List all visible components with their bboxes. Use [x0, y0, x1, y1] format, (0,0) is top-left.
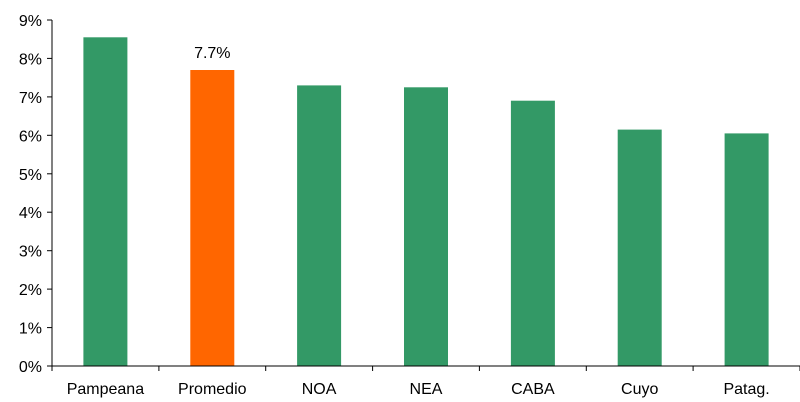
x-tick-label: Pampeana — [67, 381, 144, 398]
y-tick-label: 6% — [19, 128, 42, 145]
bar-noa — [297, 85, 342, 367]
data-label: 7.7% — [194, 45, 230, 62]
y-tick-label: 8% — [19, 51, 42, 68]
x-tick-label: CABA — [511, 381, 555, 398]
y-tick-label: 2% — [19, 282, 42, 299]
y-tick-label: 1% — [19, 321, 42, 338]
x-tick-label: Patag. — [723, 381, 769, 398]
x-tick-label: NEA — [410, 381, 443, 398]
y-tick-label: 4% — [19, 205, 42, 222]
y-tick-label: 9% — [19, 13, 42, 30]
x-tick-label: Cuyo — [621, 381, 658, 398]
bar-cuyo — [617, 129, 662, 366]
labels-group: Pampeana Promedio NOA NEA CABA Cuyo Patag. 7.7%… — [19, 13, 770, 398]
y-tick-label: 7% — [19, 90, 42, 107]
axes-group — [47, 19, 800, 371]
x-tick-label: Promedio — [178, 381, 247, 398]
y-tick-label: 0% — [19, 359, 42, 376]
bar-nea — [404, 87, 448, 367]
bar-promedio — [190, 70, 235, 366]
bars-group — [83, 37, 769, 367]
bar-caba — [510, 100, 555, 366]
y-tick-label: 5% — [19, 167, 42, 184]
bar-patag — [724, 133, 769, 366]
x-tick-label: NOA — [302, 381, 337, 398]
y-tick-label: 3% — [19, 244, 42, 261]
bar-pampeana — [83, 37, 128, 367]
